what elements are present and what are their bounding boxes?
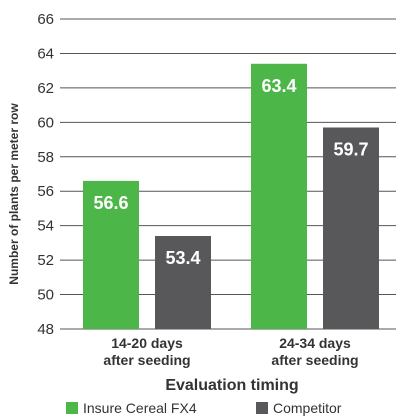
bar-competitor-1 [155, 236, 211, 329]
legend-label: Insure Cereal FX4 [83, 400, 197, 416]
x-category-label: after seeding [103, 352, 190, 368]
data-label: 63.4 [261, 76, 296, 96]
bar-competitor-2 [323, 127, 379, 329]
x-category-label: 14-20 days [111, 335, 183, 351]
bars [83, 63, 379, 330]
x-axis-title: Evaluation timing [165, 377, 298, 394]
y-axis-title: Number of plants per meter row [7, 103, 21, 285]
y-tick-label: 64 [37, 45, 54, 62]
y-tick-label: 48 [37, 321, 54, 338]
legend: Insure Cereal FX4 Competitor [66, 400, 342, 416]
y-tick-label: 58 [37, 149, 54, 166]
y-tick-label: 54 [37, 218, 54, 235]
y-tick-label: 60 [37, 114, 54, 131]
bar-insure-2 [251, 63, 307, 330]
data-label: 56.6 [93, 193, 128, 213]
y-tick-label: 52 [37, 252, 54, 269]
legend-swatch [256, 402, 268, 414]
x-category-label: 24-34 days [279, 335, 351, 351]
y-axis-ticks: 48 50 52 54 56 58 60 62 64 66 [37, 11, 54, 338]
y-tick-label: 62 [37, 80, 54, 97]
y-tick-label: 66 [37, 11, 54, 28]
data-label: 59.7 [333, 140, 368, 160]
data-label: 53.4 [165, 248, 200, 268]
y-tick-label: 50 [37, 287, 54, 304]
legend-label: Competitor [273, 400, 342, 416]
legend-swatch [66, 402, 78, 414]
y-tick-label: 56 [37, 183, 54, 200]
x-category-label: after seeding [271, 352, 358, 368]
data-labels: 56.6 53.4 63.4 59.7 [93, 76, 368, 268]
bar-insure-1 [83, 180, 139, 329]
